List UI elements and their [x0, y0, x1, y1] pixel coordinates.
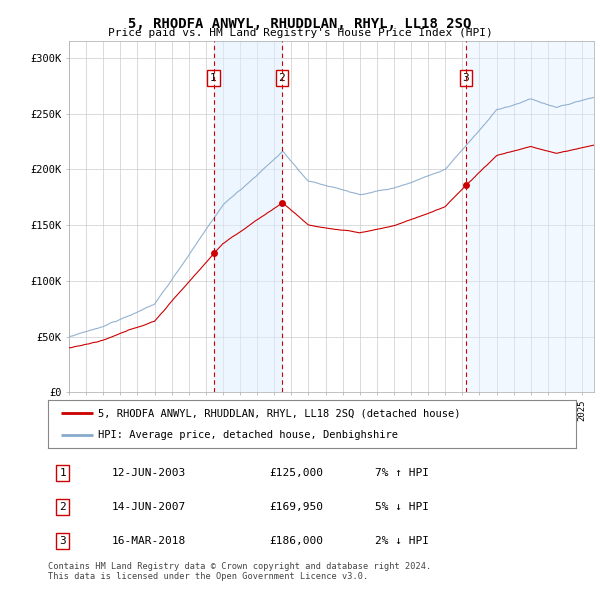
Text: 2: 2 — [59, 502, 66, 512]
Text: 14-JUN-2007: 14-JUN-2007 — [112, 502, 185, 512]
Text: 1: 1 — [210, 73, 217, 83]
Text: 5, RHODFA ANWYL, RHUDDLAN, RHYL, LL18 2SQ: 5, RHODFA ANWYL, RHUDDLAN, RHYL, LL18 2S… — [128, 17, 472, 31]
Text: 5% ↓ HPI: 5% ↓ HPI — [376, 502, 430, 512]
Text: 1: 1 — [59, 468, 66, 478]
Bar — [214, 41, 282, 392]
Text: 2% ↓ HPI: 2% ↓ HPI — [376, 536, 430, 546]
Text: 3: 3 — [463, 73, 469, 83]
Text: 2: 2 — [278, 73, 285, 83]
Text: Contains HM Land Registry data © Crown copyright and database right 2024.
This d: Contains HM Land Registry data © Crown c… — [48, 562, 431, 581]
Text: 12-JUN-2003: 12-JUN-2003 — [112, 468, 185, 478]
Text: £169,950: £169,950 — [270, 502, 324, 512]
Text: £125,000: £125,000 — [270, 468, 324, 478]
Text: 16-MAR-2018: 16-MAR-2018 — [112, 536, 185, 546]
Text: 7% ↑ HPI: 7% ↑ HPI — [376, 468, 430, 478]
Bar — [466, 41, 594, 392]
Text: 3: 3 — [59, 536, 66, 546]
Text: Price paid vs. HM Land Registry's House Price Index (HPI): Price paid vs. HM Land Registry's House … — [107, 28, 493, 38]
Text: 5, RHODFA ANWYL, RHUDDLAN, RHYL, LL18 2SQ (detached house): 5, RHODFA ANWYL, RHUDDLAN, RHYL, LL18 2S… — [98, 408, 461, 418]
Text: £186,000: £186,000 — [270, 536, 324, 546]
Text: HPI: Average price, detached house, Denbighshire: HPI: Average price, detached house, Denb… — [98, 430, 398, 440]
